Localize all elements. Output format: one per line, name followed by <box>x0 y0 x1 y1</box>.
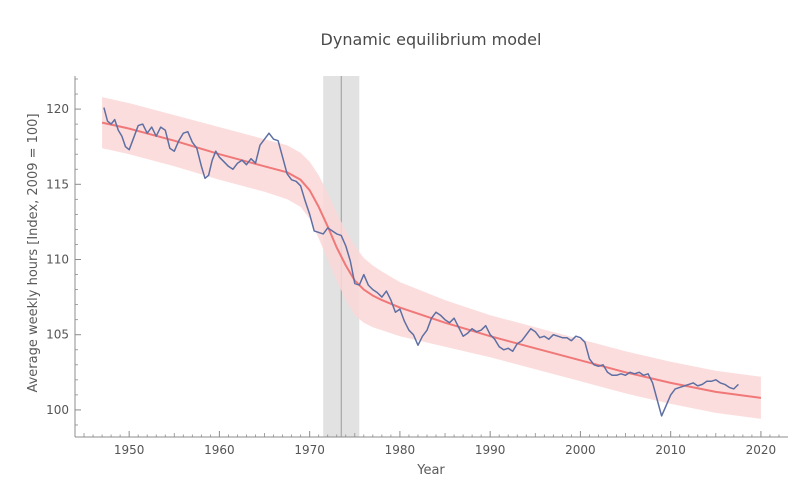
y-tick-label: 105 <box>46 328 69 342</box>
x-tick-label: 1990 <box>475 443 506 457</box>
y-tick-label: 120 <box>46 102 69 116</box>
x-axis-label: Year <box>416 463 445 478</box>
series-layer <box>103 107 739 417</box>
x-tick-label: 2020 <box>746 443 777 457</box>
y-tick-label: 115 <box>46 177 69 191</box>
x-tick-label: 2000 <box>565 443 596 457</box>
chart-title: Dynamic equilibrium model <box>321 30 542 49</box>
y-axis-label: Average weekly hours [Index, 2009 = 100] <box>26 113 41 392</box>
plot-area <box>101 76 762 437</box>
series-line-0 <box>103 107 739 417</box>
y-tick-label: 100 <box>46 403 69 417</box>
x-tick-label: 1970 <box>294 443 325 457</box>
x-tick-label: 1950 <box>114 443 145 457</box>
x-tick-label: 1960 <box>204 443 235 457</box>
y-tick-label: 110 <box>46 253 69 267</box>
x-tick-label: 1980 <box>385 443 416 457</box>
x-tick-label: 2010 <box>655 443 686 457</box>
model-confidence-band <box>102 97 761 419</box>
band-layer <box>102 97 761 419</box>
axes: 1950 1960 1970 1980 1990 2000 2010 2020 100 105 11… <box>46 76 788 457</box>
